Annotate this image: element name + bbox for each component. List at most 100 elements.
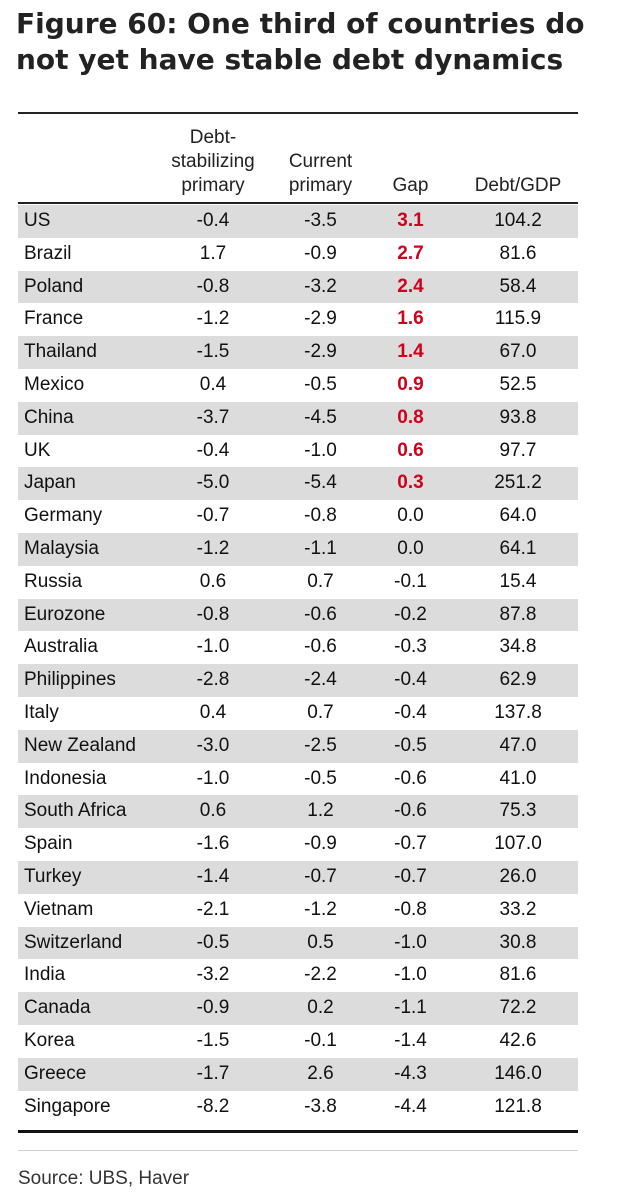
header-current-line2: primary (288, 175, 353, 196)
debt-gdp-cell: 41.0 (499, 767, 537, 789)
country-cell: Malaysia (24, 537, 99, 559)
header-current-primary: Current primary (273, 150, 368, 198)
table-row: China -3.7 -4.5 0.8 93.8 (18, 401, 578, 435)
header-debt-gdp: Debt/GDP (474, 175, 562, 196)
table-row: Korea -1.5 -0.1 -1.4 42.6 (18, 1025, 578, 1058)
debt-gdp-cell: 26.0 (499, 865, 537, 887)
table-row: Singapore -8.2 -3.8 -4.4 121.8 (18, 1091, 578, 1124)
debt-stabilizing-cell: -1.5 (196, 341, 230, 363)
debt-stabilizing-cell: -1.6 (196, 833, 230, 855)
debt-gdp-cell: 251.2 (494, 472, 542, 494)
debt-stabilizing-cell: 0.6 (199, 800, 227, 822)
table-header-rule (18, 202, 578, 204)
debt-gdp-cell: 33.2 (499, 898, 537, 920)
current-primary-cell: -3.8 (304, 1095, 337, 1117)
gap-cell: 0.8 (397, 406, 424, 428)
current-primary-cell: -0.5 (304, 767, 337, 789)
country-cell: Greece (24, 1062, 87, 1084)
debt-gdp-cell: 52.5 (499, 373, 537, 395)
current-primary-cell: -0.1 (304, 1029, 337, 1051)
table-row: Russia 0.6 0.7 -0.1 15.4 (18, 566, 578, 599)
header-debt-stabilizing-primary: Debt- stabilizing primary (163, 126, 263, 198)
debt-stabilizing-cell: -2.1 (196, 898, 230, 920)
debt-gdp-cell: 15.4 (499, 570, 537, 592)
current-primary-cell: -0.5 (304, 373, 337, 395)
table-row: Vietnam -2.1 -1.2 -0.8 33.2 (18, 894, 578, 927)
current-primary-cell: -0.9 (304, 242, 337, 264)
debt-stabilizing-cell: 0.4 (199, 373, 227, 395)
debt-stabilizing-cell: -8.2 (196, 1095, 230, 1117)
gap-cell: -0.6 (394, 767, 427, 789)
table-row: Canada -0.9 0.2 -1.1 72.2 (18, 992, 578, 1025)
gap-cell: -0.7 (394, 865, 427, 887)
gap-cell: 0.9 (397, 373, 424, 395)
table-row: Japan -5.0 -5.4 0.3 251.2 (18, 467, 578, 501)
table-bottom-rule (18, 1130, 578, 1133)
debt-table-body: US -0.4 -3.5 3.1 104.2 Brazil 1.7 -0.9 2.7 81.6 Po… (18, 205, 578, 1123)
table-row: Australia -1.0 -0.6 -0.3 34.8 (18, 631, 578, 664)
debt-gdp-cell: 47.0 (499, 734, 537, 756)
debt-stabilizing-cell: -1.0 (196, 767, 230, 789)
debt-stabilizing-cell: -5.0 (196, 472, 230, 494)
gap-cell: 0.6 (397, 439, 424, 461)
header-debt-stabilizing-line1: Debt- (189, 127, 237, 148)
debt-gdp-cell: 67.0 (499, 341, 537, 363)
table-row: Eurozone -0.8 -0.6 -0.2 87.8 (18, 598, 578, 632)
debt-gdp-cell: 97.7 (499, 439, 537, 461)
header-current-line1: Current (288, 151, 353, 172)
current-primary-cell: -2.9 (304, 341, 337, 363)
debt-gdp-cell: 64.0 (499, 505, 537, 527)
debt-stabilizing-cell: -1.0 (196, 636, 230, 658)
debt-gdp-cell: 93.8 (499, 406, 537, 428)
debt-stabilizing-cell: 1.7 (199, 242, 227, 264)
current-primary-cell: -1.2 (304, 898, 337, 920)
country-cell: China (24, 406, 74, 428)
current-primary-cell: -5.4 (304, 472, 337, 494)
table-row: UK -0.4 -1.0 0.6 97.7 (18, 435, 578, 468)
debt-gdp-cell: 87.8 (499, 603, 537, 625)
country-cell: Switzerland (24, 931, 123, 953)
gap-cell: 0.0 (397, 505, 424, 527)
table-row: Greece -1.7 2.6 -4.3 146.0 (18, 1057, 578, 1091)
debt-stabilizing-cell: 0.6 (199, 570, 227, 592)
country-cell: Singapore (24, 1095, 111, 1117)
table-row: Indonesia -1.0 -0.5 -0.6 41.0 (18, 763, 578, 796)
gap-cell: -0.7 (394, 833, 427, 855)
table-row: Malaysia -1.2 -1.1 0.0 64.1 (18, 532, 578, 566)
table-row: France -1.2 -2.9 1.6 115.9 (18, 303, 578, 336)
current-primary-cell: -3.5 (304, 210, 337, 231)
country-cell: Russia (24, 570, 83, 592)
debt-stabilizing-cell: -0.5 (196, 931, 230, 953)
table-header: Debt- stabilizing primary Current primar… (18, 122, 578, 200)
country-cell: Eurozone (24, 603, 106, 625)
table-row: Thailand -1.5 -2.9 1.4 67.0 (18, 336, 578, 369)
current-primary-cell: -2.9 (304, 308, 337, 330)
header-debt-stabilizing-line2: stabilizing (171, 151, 255, 172)
country-cell: UK (24, 439, 51, 461)
debt-gdp-cell: 62.9 (499, 669, 537, 691)
table-row: Spain -1.6 -0.9 -0.7 107.0 (18, 828, 578, 861)
debt-gdp-cell: 137.8 (494, 701, 542, 723)
table-row: US -0.4 -3.5 3.1 104.2 (18, 205, 578, 238)
gap-cell: 1.6 (397, 308, 424, 330)
country-cell: Canada (24, 997, 91, 1019)
country-cell: France (24, 308, 84, 330)
debt-stabilizing-cell: -3.0 (196, 734, 230, 756)
debt-stabilizing-cell: -1.7 (196, 1062, 230, 1084)
current-primary-cell: 1.2 (307, 800, 334, 822)
debt-gdp-cell: 115.9 (494, 308, 542, 330)
gap-cell: -1.0 (394, 964, 427, 986)
debt-stabilizing-cell: -0.4 (196, 439, 230, 461)
current-primary-cell: -0.6 (304, 603, 337, 625)
table-row: Mexico 0.4 -0.5 0.9 52.5 (18, 369, 578, 402)
debt-gdp-cell: 75.3 (499, 800, 537, 822)
table-top-rule (18, 112, 578, 114)
debt-stabilizing-cell: -1.2 (196, 308, 230, 330)
current-primary-cell: -0.7 (304, 865, 337, 887)
country-cell: Brazil (24, 242, 72, 264)
debt-gdp-cell: 58.4 (499, 275, 537, 297)
current-primary-cell: -0.9 (304, 833, 337, 855)
table-row: South Africa 0.6 1.2 -0.6 75.3 (18, 795, 578, 829)
gap-cell: -1.4 (394, 1029, 427, 1051)
gap-cell: -0.4 (394, 701, 427, 723)
